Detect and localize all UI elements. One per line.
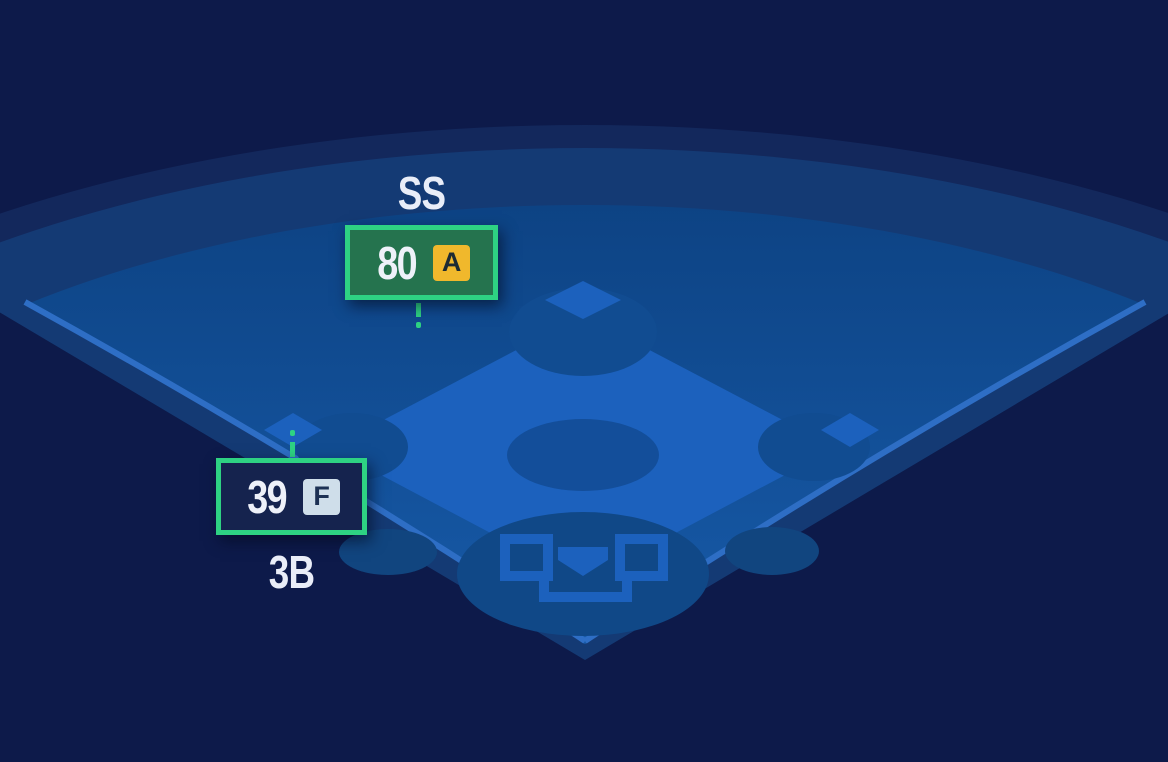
pitchers-mound xyxy=(507,419,659,491)
ss-rating-value: 80 xyxy=(377,236,417,289)
first-base xyxy=(821,413,879,447)
3b-connector-dash xyxy=(290,442,295,457)
ss-connector-dash xyxy=(416,303,421,317)
batters-box-right xyxy=(615,534,668,581)
on-deck-circle-left xyxy=(339,529,437,575)
home-plate xyxy=(558,547,608,576)
3b-rating-value: 39 xyxy=(247,470,287,523)
ss-rating-box[interactable]: 80 A xyxy=(345,225,498,300)
second-base-cutout xyxy=(509,288,657,376)
batters-box-left xyxy=(500,534,553,581)
3b-grade-badge: F xyxy=(303,478,341,515)
ss-connector-dot xyxy=(416,322,421,328)
on-deck-circle-right xyxy=(725,527,819,575)
catchers-box xyxy=(539,574,632,602)
3b-rating-box[interactable]: 39 F xyxy=(216,458,367,535)
ss-grade-badge: A xyxy=(433,244,471,281)
ss-position-label: SS xyxy=(397,167,446,219)
3b-connector-dot xyxy=(290,430,295,436)
second-base xyxy=(545,281,621,319)
3b-position-label: 3B xyxy=(268,546,315,598)
